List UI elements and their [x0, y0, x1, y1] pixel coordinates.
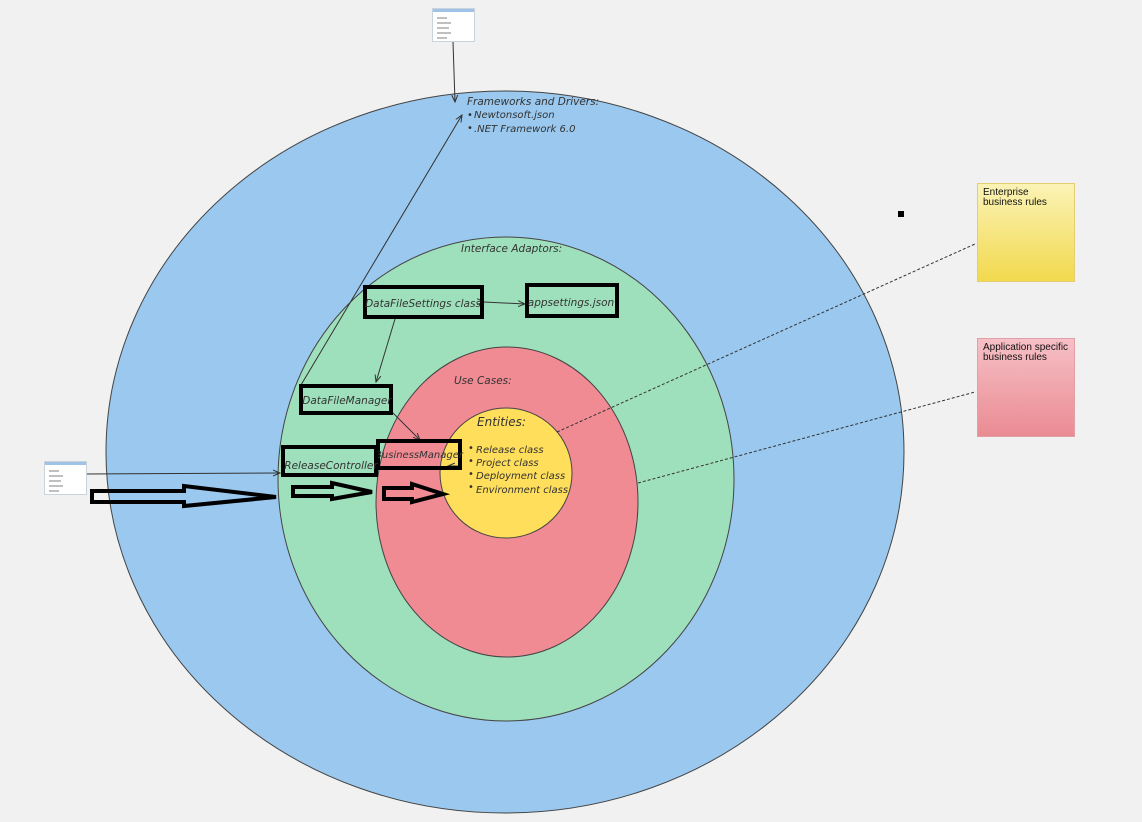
- datafilemanager-to-frameworks-line: [300, 115, 462, 386]
- datafilesettings-label: DataFileSettings class: [365, 298, 481, 310]
- datafilesettings-to-datafilemanager-arrow: [376, 318, 396, 382]
- thumbnail-to-releasecontroller-arrow: [86, 473, 280, 474]
- thumbnail-top-line: [437, 22, 451, 24]
- frameworks-title: Frameworks and Drivers:: [467, 96, 599, 108]
- sticky-enterprise-business-rules[interactable]: Enterprise business rules: [977, 183, 1075, 282]
- thumbnail-image-left[interactable]: [44, 461, 87, 495]
- sticky-application-text: Application specific business rules: [983, 342, 1069, 363]
- entities-item-2: Project class: [476, 458, 539, 469]
- enterprise-leader-line: [556, 243, 976, 433]
- entities-title: Entities:: [477, 415, 526, 429]
- thumbnail-left-line: [49, 480, 61, 482]
- thumbnail-top-line: [437, 27, 449, 29]
- entities-item-1: Release class: [476, 445, 544, 456]
- thumbnail-left-line: [49, 475, 63, 477]
- sticky-application-business-rules[interactable]: Application specific business rules: [977, 338, 1075, 437]
- datafilesettings-box[interactable]: DataFileSettings class: [363, 285, 484, 319]
- entities-bullet-3: •: [468, 469, 474, 480]
- thumbnail-left-line: [49, 470, 59, 472]
- appsettings-box[interactable]: appsettings.json: [525, 283, 619, 318]
- sticky-enterprise-text: Enterprise business rules: [983, 187, 1047, 208]
- frameworks-bullet-2: •: [467, 123, 473, 134]
- entities-bullet-1: •: [468, 443, 474, 454]
- interface-adaptors-title: Interface Adaptors:: [461, 243, 562, 255]
- thumbnail-top-line: [437, 37, 447, 39]
- frameworks-item-2: .NET Framework 6.0: [474, 124, 575, 135]
- use-cases-title: Use Cases:: [454, 375, 512, 387]
- releasecontroller-box[interactable]: ReleaseController: [281, 445, 378, 477]
- application-leader-line: [637, 391, 976, 484]
- flow-arrow-inner: [382, 481, 451, 505]
- entities-bullet-2: •: [468, 456, 474, 467]
- datafilemanager-box[interactable]: DataFileManager: [299, 384, 393, 415]
- datafilemanager-label: DataFileManager: [302, 395, 392, 407]
- flow-arrow-middle: [291, 480, 373, 502]
- entities-item-4: Environment class: [476, 485, 568, 496]
- frameworks-item-1: Newtonsoft.json: [474, 110, 555, 121]
- thumbnail-link-top: [453, 42, 455, 102]
- thumbnail-top-line: [437, 17, 447, 19]
- frameworks-bullet-1: •: [467, 110, 473, 121]
- black-marker: [898, 211, 904, 217]
- thumbnail-top-titlebar: [433, 9, 474, 12]
- thumbnail-image-top[interactable]: [432, 8, 475, 42]
- thumbnail-top-line: [437, 32, 451, 34]
- entities-bullet-4: •: [468, 482, 474, 493]
- appsettings-label: appsettings.json: [528, 297, 614, 309]
- releasecontroller-label: ReleaseController: [284, 460, 378, 472]
- thumbnail-left-line: [49, 485, 63, 487]
- datafilemanager-to-businessmanager-arrow: [391, 411, 420, 440]
- flow-arrow-outer: [90, 483, 277, 509]
- thumbnail-left-line: [49, 490, 59, 492]
- businessmanager-label: BusinessManager: [375, 450, 464, 461]
- entities-item-3: Deployment class: [476, 471, 565, 482]
- datafilesettings-to-appsettings-arrow: [484, 302, 525, 304]
- entities-ring: [439, 407, 573, 539]
- thumbnail-left-titlebar: [45, 462, 86, 465]
